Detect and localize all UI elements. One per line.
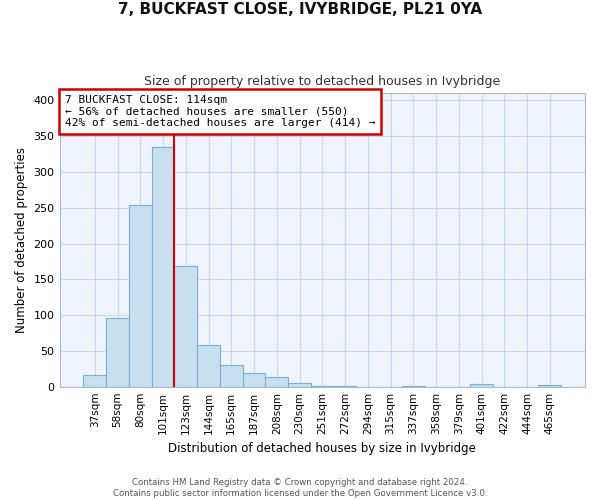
Text: 7, BUCKFAST CLOSE, IVYBRIDGE, PL21 0YA: 7, BUCKFAST CLOSE, IVYBRIDGE, PL21 0YA xyxy=(118,2,482,18)
Title: Size of property relative to detached houses in Ivybridge: Size of property relative to detached ho… xyxy=(144,75,500,88)
Bar xyxy=(265,378,288,386)
Bar xyxy=(242,373,265,386)
Bar xyxy=(175,266,197,386)
Bar xyxy=(129,205,152,386)
Bar xyxy=(288,383,311,386)
Bar xyxy=(470,384,493,386)
Bar xyxy=(83,374,106,386)
Bar xyxy=(220,365,242,386)
Y-axis label: Number of detached properties: Number of detached properties xyxy=(15,147,28,333)
Text: 7 BUCKFAST CLOSE: 114sqm
← 56% of detached houses are smaller (550)
42% of semi-: 7 BUCKFAST CLOSE: 114sqm ← 56% of detach… xyxy=(65,95,375,128)
X-axis label: Distribution of detached houses by size in Ivybridge: Distribution of detached houses by size … xyxy=(169,442,476,455)
Bar xyxy=(197,345,220,387)
Bar xyxy=(106,318,129,386)
Bar xyxy=(538,384,561,386)
Bar xyxy=(152,147,175,386)
Text: Contains HM Land Registry data © Crown copyright and database right 2024.
Contai: Contains HM Land Registry data © Crown c… xyxy=(113,478,487,498)
